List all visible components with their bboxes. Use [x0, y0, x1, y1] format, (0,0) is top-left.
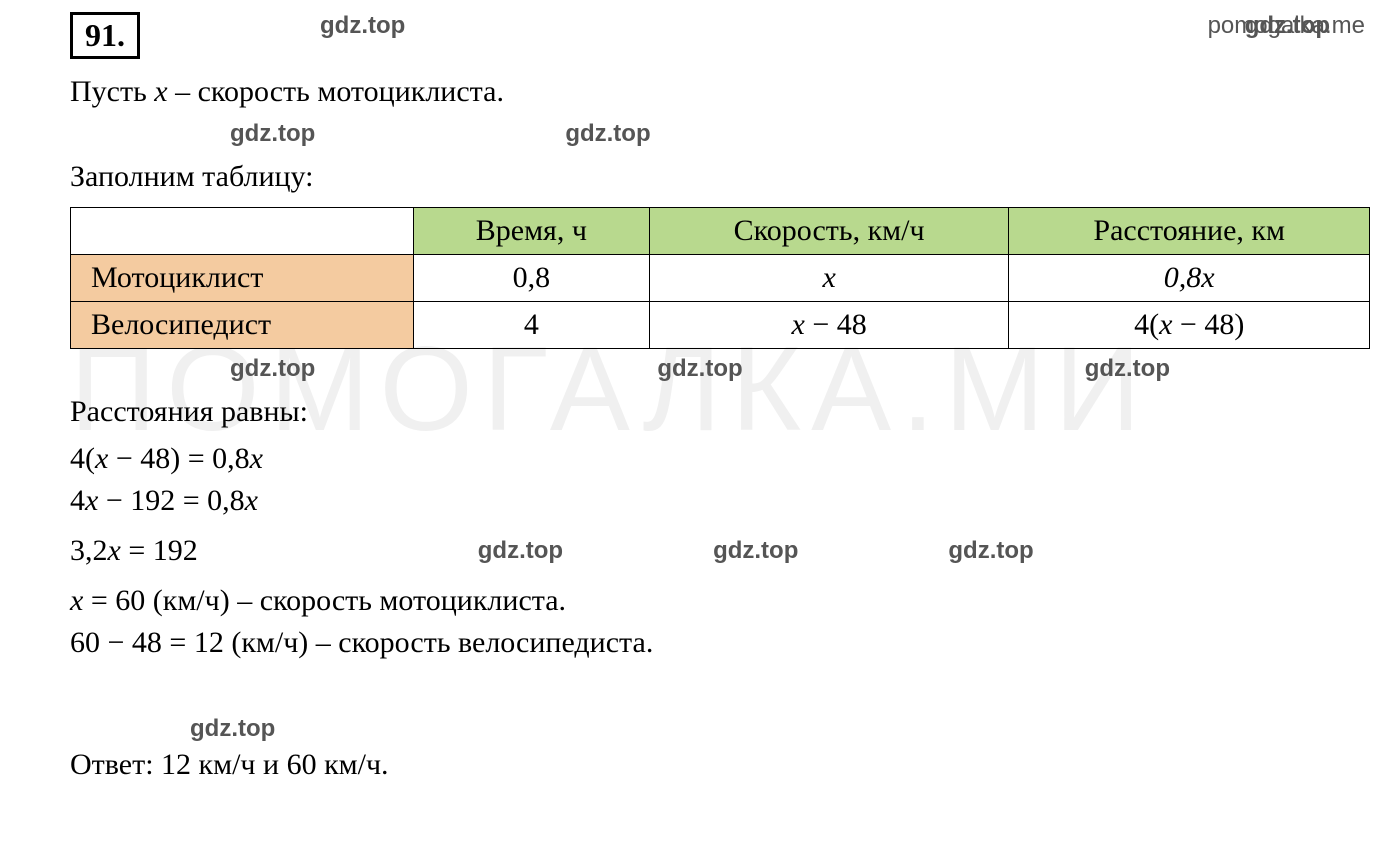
table-row: Мотоциклист 0,8 x 0,8x: [71, 255, 1370, 302]
gdz-watermark: gdz.top: [948, 537, 1033, 565]
gdz-watermark: gdz.top: [565, 120, 650, 148]
intro-text: Пусть x – скорость мотоциклиста.: [70, 69, 1370, 114]
problem-number: 91.: [70, 12, 140, 59]
answer-text: Ответ: 12 км/ч и 60 км/ч.: [70, 748, 1370, 782]
table-cell: 0,8: [413, 255, 649, 302]
table-col-header: Скорость, км/ч: [649, 208, 1009, 255]
equation-line: 4x − 192 = 0,8x: [70, 484, 1370, 518]
table-col-header: Расстояние, км: [1009, 208, 1370, 255]
equation-line: 4(x − 48) = 0,8x: [70, 442, 1370, 476]
gdz-watermark: gdz.top: [190, 715, 275, 742]
table-corner: [71, 208, 414, 255]
table-cell: 0,8x: [1009, 255, 1370, 302]
distances-equal-text: Расстояния равны:: [70, 389, 1370, 434]
fill-table-text: Заполним таблицу:: [70, 154, 1370, 199]
gdz-watermark: gdz.top: [230, 120, 315, 148]
gdz-watermark: gdz.top: [230, 355, 315, 383]
equation-line: 3,2x = 192: [70, 534, 198, 568]
solution-line: x = 60 (км/ч) – скорость мотоциклиста.: [70, 584, 1370, 618]
table-col-header: Время, ч: [413, 208, 649, 255]
table-cell: 4: [413, 302, 649, 349]
gdz-watermark: gdz.top: [1085, 355, 1170, 383]
gdz-watermark: gdz.top: [713, 537, 798, 565]
gdz-watermark: gdz.top: [320, 12, 405, 40]
gdz-watermark: gdz.top: [657, 355, 742, 383]
solution-line: 60 − 48 = 12 (км/ч) – скорость велосипед…: [70, 626, 1370, 660]
data-table: Время, ч Скорость, км/ч Расстояние, км М…: [70, 207, 1370, 349]
table-row-header: Мотоциклист: [71, 255, 414, 302]
table-header-row: Время, ч Скорость, км/ч Расстояние, км: [71, 208, 1370, 255]
table-cell: x − 48: [649, 302, 1009, 349]
table-row-header: Велосипедист: [71, 302, 414, 349]
table-row: Велосипедист 4 x − 48 4(x − 48): [71, 302, 1370, 349]
gdz-watermark: gdz.top: [1245, 12, 1330, 40]
table-cell: x: [649, 255, 1009, 302]
table-cell: 4(x − 48): [1009, 302, 1370, 349]
gdz-watermark: gdz.top: [478, 537, 563, 565]
